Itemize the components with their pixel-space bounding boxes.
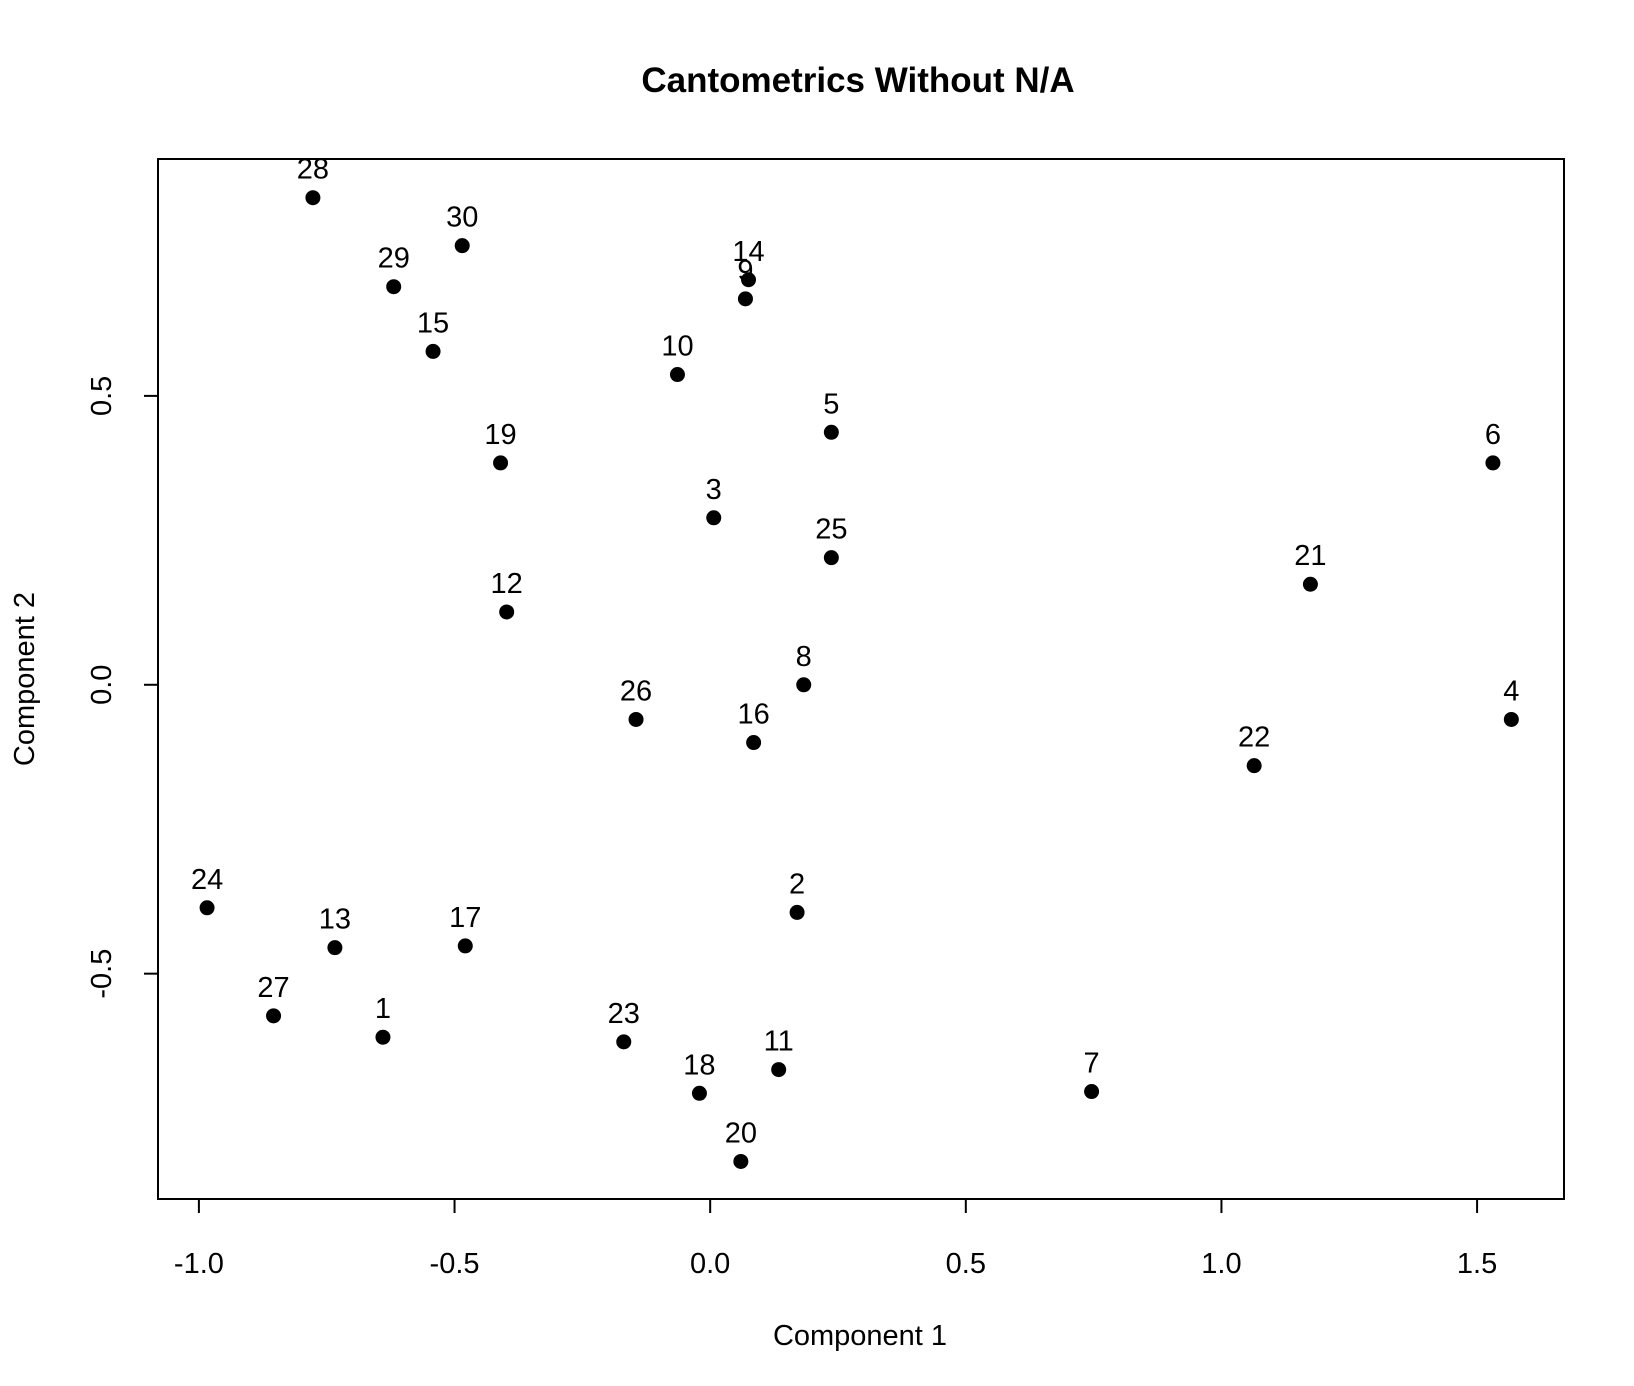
data-point [454, 238, 470, 254]
data-point-label: 15 [417, 307, 449, 339]
data-point-label: 23 [608, 998, 640, 1030]
data-point [771, 1062, 787, 1078]
data-point-label: 21 [1294, 540, 1326, 572]
x-tick-label: 0.0 [690, 1248, 730, 1280]
data-point [1246, 758, 1262, 774]
data-point-label: 2 [789, 868, 805, 900]
data-point [741, 272, 757, 288]
data-point-label: 13 [319, 904, 351, 936]
data-point [823, 550, 839, 566]
data-point-label: 20 [725, 1117, 757, 1149]
data-points: 1234567891011121314151617181920212223242… [191, 154, 1519, 1169]
data-point-label: 6 [1485, 419, 1501, 451]
data-point-label: 4 [1503, 675, 1519, 707]
data-point-label: 27 [257, 972, 289, 1004]
data-point [266, 1008, 282, 1024]
data-point-label: 3 [706, 474, 722, 506]
data-point [327, 940, 343, 956]
data-point [1302, 576, 1318, 592]
data-point [457, 938, 473, 954]
data-point-label: 28 [297, 154, 329, 186]
data-point [706, 510, 722, 526]
data-point-label: 7 [1084, 1048, 1100, 1080]
data-point [733, 1153, 749, 1169]
x-tick-label: -1.0 [174, 1248, 224, 1280]
data-point-label: 12 [491, 568, 523, 600]
data-point [823, 424, 839, 440]
data-point [305, 190, 321, 206]
data-point [669, 367, 685, 383]
y-tick-label: 0.5 [86, 376, 118, 416]
data-point-label: 11 [764, 1026, 794, 1058]
data-point-label: 17 [449, 902, 481, 934]
data-point-label: 25 [815, 514, 847, 546]
data-point-label: 22 [1238, 722, 1270, 754]
data-point [691, 1085, 707, 1101]
x-tick-label: 1.5 [1457, 1248, 1497, 1280]
data-point-label: 14 [732, 236, 764, 268]
data-point-label: 18 [683, 1049, 715, 1081]
data-point-label: 16 [737, 699, 769, 731]
x-tick-label: -0.5 [430, 1248, 480, 1280]
y-axis-label: Component 2 [9, 592, 41, 766]
data-point-label: 30 [446, 202, 478, 234]
data-point [1084, 1084, 1100, 1100]
y-tick-label: -0.5 [86, 949, 118, 999]
data-point-label: 8 [796, 641, 812, 673]
y-axis: -0.5 0.0 0.5 [86, 376, 159, 999]
data-point [386, 279, 402, 295]
y-tick-label: 0.0 [86, 665, 118, 705]
x-tick-label: 0.5 [946, 1248, 986, 1280]
data-point [737, 291, 753, 307]
data-point [796, 677, 812, 693]
x-axis: -1.0 -0.5 0.0 0.5 1.0 1.5 [174, 1198, 1497, 1280]
data-point [499, 604, 515, 620]
plot-frame [157, 158, 1565, 1200]
data-point [1485, 455, 1501, 471]
data-point [789, 904, 805, 920]
data-point-label: 26 [620, 675, 652, 707]
data-point [493, 455, 509, 471]
data-point [425, 343, 441, 359]
x-axis-label: Component 1 [773, 1320, 947, 1352]
x-tick-label: 1.0 [1201, 1248, 1241, 1280]
data-point-label: 10 [661, 331, 693, 363]
data-point [375, 1029, 391, 1045]
data-point [628, 711, 644, 727]
chart-title: Cantometrics Without N/A [641, 61, 1074, 100]
data-point [199, 900, 215, 916]
data-point [616, 1034, 632, 1050]
data-point-label: 24 [191, 864, 223, 896]
data-point-label: 29 [378, 243, 410, 275]
data-point [1503, 711, 1519, 727]
data-point-label: 1 [375, 993, 391, 1025]
data-point-label: 19 [484, 419, 516, 451]
data-point [746, 735, 762, 751]
data-point-label: 5 [823, 388, 839, 420]
